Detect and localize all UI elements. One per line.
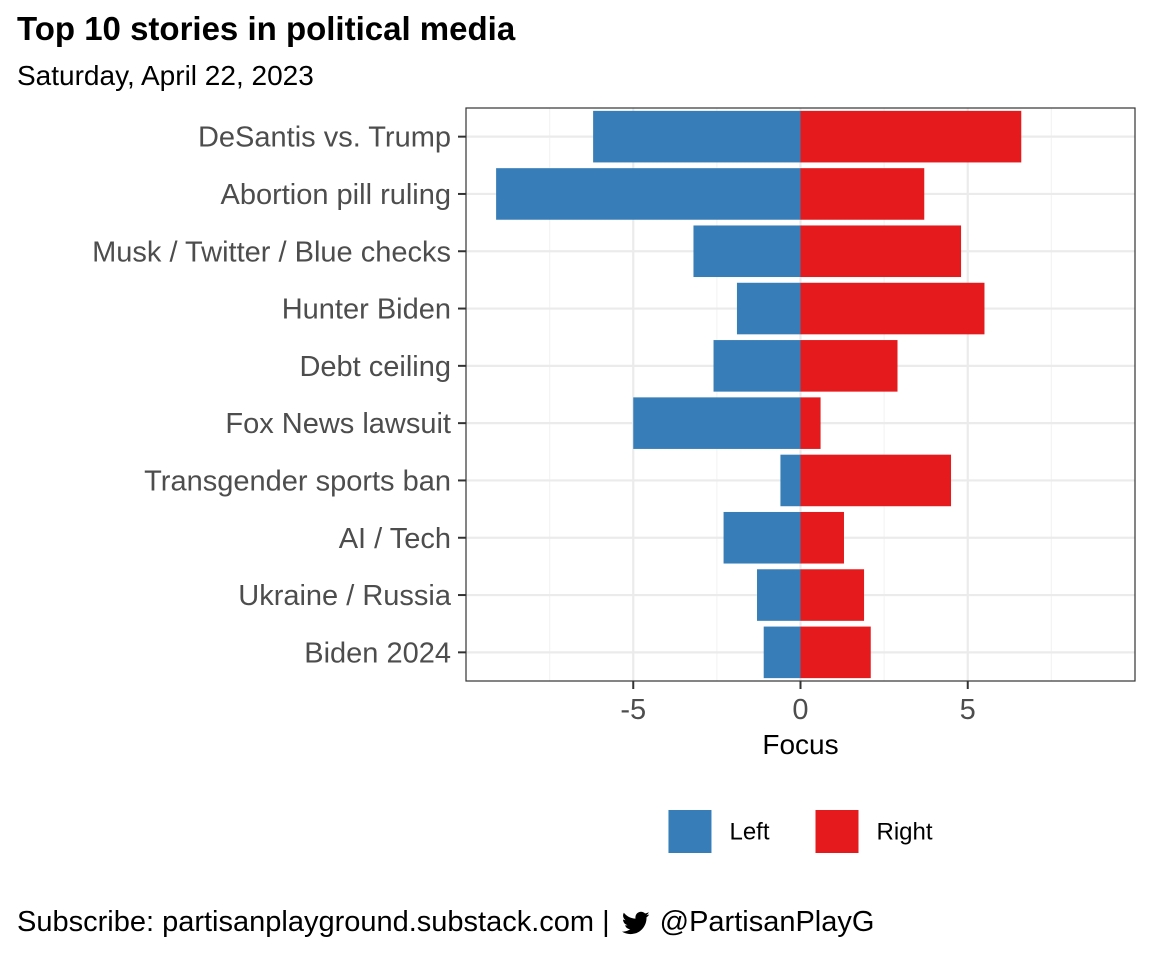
bar-right (800, 282, 985, 335)
bar-left (780, 454, 801, 507)
footer-separator: | (602, 906, 610, 938)
y-tick-label: Debt ceiling (299, 351, 451, 383)
twitter-bird-icon (621, 911, 650, 934)
y-tick-label: Transgender sports ban (144, 465, 451, 497)
y-tick-label: Hunter Biden (282, 294, 451, 326)
bar-right (800, 626, 871, 679)
bar-left (496, 168, 801, 220)
bars (496, 110, 1022, 679)
y-tick-label: Abortion pill ruling (220, 179, 451, 211)
bar-left (633, 397, 801, 449)
footer: Subscribe: partisanplayground.substack.c… (17, 906, 874, 939)
y-tick-label: Ukraine / Russia (238, 580, 452, 612)
bar-left (693, 225, 801, 278)
bar-right (800, 511, 844, 564)
bar-right (800, 168, 925, 220)
x-tick-label: 0 (792, 694, 808, 726)
y-tick-label: Musk / Twitter / Blue checks (92, 236, 451, 268)
twitter-handle[interactable]: @PartisanPlayG (659, 906, 875, 938)
bar-right (800, 397, 821, 449)
legend: Left Right (668, 810, 933, 853)
bar-left (723, 511, 801, 564)
legend-label: Left (729, 819, 769, 846)
y-tick-label: Biden 2024 (304, 637, 451, 669)
bar-left (593, 110, 801, 163)
chart-title: Top 10 stories in political media (17, 10, 516, 47)
subscribe-link[interactable]: Subscribe: partisanplayground.substack.c… (17, 906, 595, 938)
bar-left (736, 282, 801, 335)
chart-subtitle: Saturday, April 22, 2023 (17, 60, 314, 91)
bar-right (800, 225, 962, 278)
axes: DeSantis vs. Trump Abortion pill ruling Mu… (92, 122, 976, 726)
y-tick-label: Fox News lawsuit (225, 408, 451, 440)
bar-right (800, 340, 898, 392)
legend-key-left (668, 810, 712, 853)
bar-left (713, 340, 801, 392)
bar-right (800, 110, 1022, 163)
bar-right (800, 569, 865, 621)
x-tick-label: 5 (960, 694, 976, 726)
legend-label: Right (877, 819, 933, 846)
x-tick-label: -5 (620, 694, 646, 726)
bar-right (800, 454, 952, 507)
legend-key-right (815, 810, 859, 853)
bar-left (757, 569, 801, 621)
x-axis-title: Focus (762, 729, 838, 760)
y-tick-label: DeSantis vs. Trump (198, 122, 451, 154)
bar-left (763, 626, 801, 679)
y-tick-label: AI / Tech (339, 523, 451, 555)
